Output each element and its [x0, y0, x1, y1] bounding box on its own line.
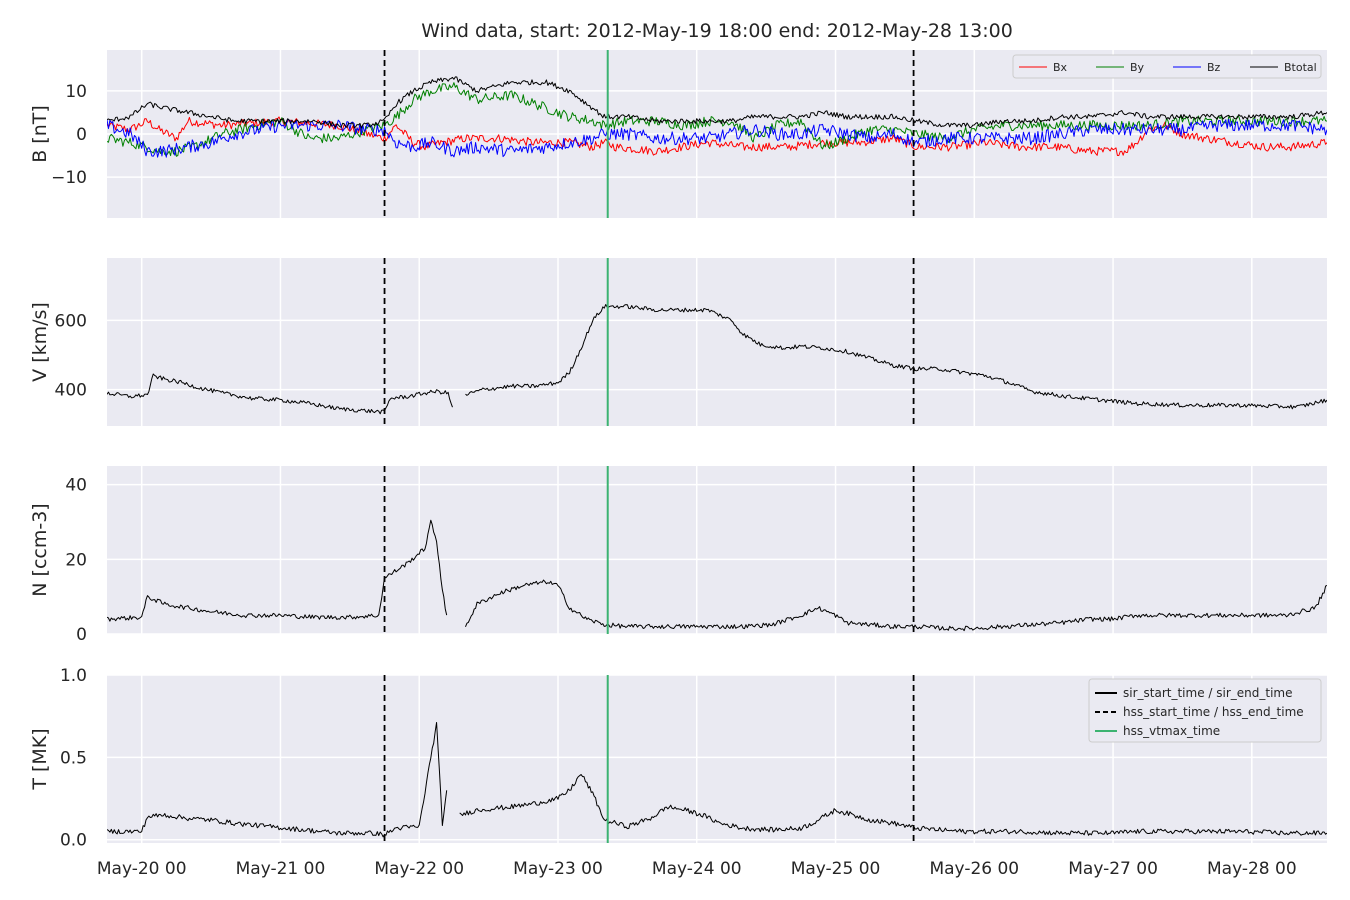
- x-tick-label: May-28 00: [1207, 859, 1297, 879]
- legend-frame: [1012, 54, 1322, 79]
- y-tick-label: 0: [76, 625, 87, 645]
- panel-N-background: [107, 466, 1327, 634]
- panel-V-background: [107, 258, 1327, 426]
- x-tick-label: May-21 00: [236, 859, 326, 879]
- series-line-t: [107, 721, 1327, 838]
- legend-label-bx: Bx: [1053, 61, 1068, 74]
- x-tick-label: May-24 00: [652, 859, 742, 879]
- series-group: [107, 519, 1327, 632]
- x-tick-label: May-26 00: [929, 859, 1019, 879]
- x-tick-label: May-23 00: [513, 859, 603, 879]
- series-line-v: [107, 304, 1327, 415]
- y-tick-label: 0.5: [60, 748, 87, 768]
- legend-b: Bx By Bz Btotal: [1012, 54, 1322, 79]
- x-tick-label: May-20 00: [97, 859, 187, 879]
- y-tick-label: 20: [65, 550, 87, 570]
- panel-N: 40 20 0 N [ccm-3]: [29, 466, 1327, 645]
- y-axis-label: N [ccm-3]: [29, 503, 51, 596]
- y-tick-label: 40: [65, 476, 87, 496]
- figure-title: Wind data, start: 2012-May-19 18:00 end:…: [421, 20, 1013, 42]
- legend-event-lines: sir_start_time / sir_end_time hss_start_t…: [1088, 678, 1322, 743]
- y-axis-label: V [km/s]: [29, 302, 51, 382]
- series-group: [107, 721, 1327, 838]
- x-axis: May-20 00 May-21 00 May-22 00 May-23 00 May-…: [97, 859, 1297, 879]
- legend-label-bz: Bz: [1207, 61, 1221, 74]
- panel-B: 10 0 −10B [nT] Bx By Bz Btotal: [29, 50, 1327, 218]
- y-tick-label: 1.0: [60, 666, 87, 686]
- panel-T: 1.0 0.5 0.0 T [MK]: [29, 666, 1327, 851]
- legend-label-3: hss_vtmax_time: [1123, 724, 1220, 738]
- series-line-bz: [107, 118, 1327, 158]
- y-tick-label: 10: [65, 82, 87, 102]
- x-tick-label: May-22 00: [374, 859, 464, 879]
- legend-frame: [1088, 678, 1322, 743]
- y-axis-label: B [nT]: [29, 105, 51, 163]
- y-tick-label: 600: [55, 311, 87, 331]
- legend-label-1: sir_start_time / sir_end_time: [1123, 686, 1293, 700]
- x-tick-label: May-27 00: [1068, 859, 1158, 879]
- legend-label-by: By: [1130, 61, 1145, 74]
- series-line-n: [107, 519, 1327, 632]
- legend-label-btotal: Btotal: [1284, 61, 1317, 74]
- y-axis-label: T [MK]: [29, 728, 51, 790]
- x-tick-label: May-25 00: [791, 859, 881, 879]
- series-line-btotal: [107, 76, 1327, 129]
- series-group: [107, 304, 1327, 415]
- y-tick-label: 0.0: [60, 831, 87, 851]
- y-tick-label: 400: [55, 381, 87, 401]
- y-tick-label: 0: [76, 125, 87, 145]
- y-tick-label: −10: [51, 168, 87, 188]
- series-group: [107, 76, 1327, 158]
- legend-label-2: hss_start_time / hss_end_time: [1123, 705, 1304, 719]
